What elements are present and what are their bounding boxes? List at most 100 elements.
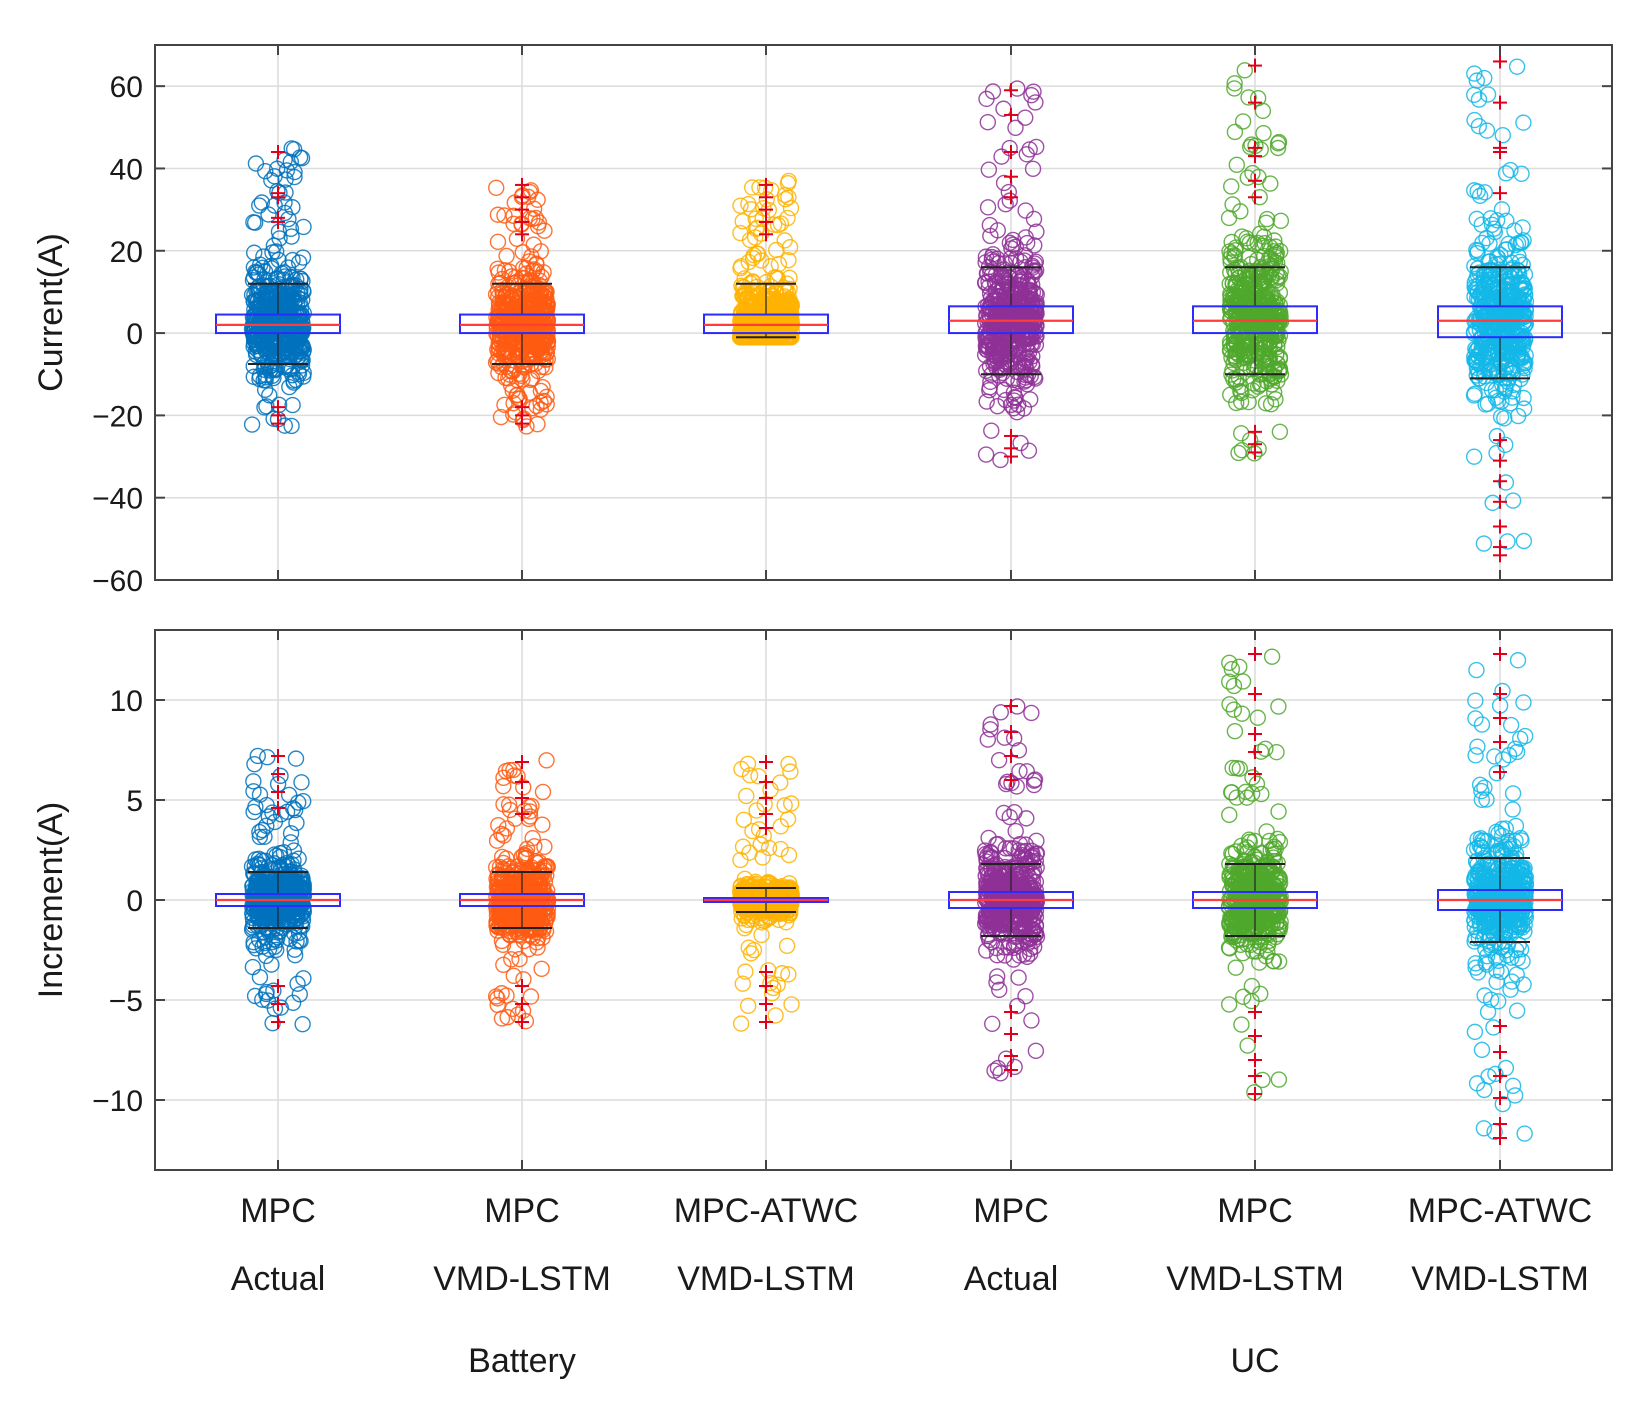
data-point	[489, 206, 507, 223]
data-point	[504, 382, 521, 399]
data-point	[250, 292, 267, 309]
data-point	[536, 285, 553, 302]
data-point	[489, 233, 507, 251]
data-point	[260, 206, 277, 223]
outlier-marker	[271, 416, 285, 431]
data-point	[539, 322, 557, 339]
data-point	[499, 297, 516, 314]
data-point	[524, 338, 542, 356]
data-point	[275, 264, 292, 281]
y-tick-label: 40	[110, 153, 143, 186]
data-point	[508, 230, 526, 247]
data-point	[264, 312, 282, 330]
data-point	[532, 304, 550, 321]
outlier-marker	[515, 177, 529, 192]
data-point	[295, 218, 312, 236]
data-point	[285, 141, 303, 158]
data-point	[535, 392, 553, 410]
data-point	[515, 410, 532, 427]
data-point	[280, 288, 297, 306]
data-point	[243, 286, 261, 304]
data-point	[294, 249, 312, 266]
data-point	[280, 361, 297, 378]
data-point	[488, 179, 505, 196]
data-point	[489, 312, 507, 330]
data-point	[497, 286, 515, 303]
y-axis-label: Current(A)	[32, 233, 70, 392]
data-point	[245, 244, 263, 261]
data-point	[277, 171, 294, 188]
data-point	[248, 327, 265, 344]
data-point	[267, 328, 284, 346]
data-point	[282, 153, 300, 171]
data-point	[508, 387, 525, 404]
data-point	[271, 230, 288, 247]
data-point	[533, 281, 550, 298]
data-point	[288, 328, 305, 345]
data-point	[524, 210, 541, 228]
data-point	[263, 260, 280, 277]
y-tick-label: −40	[92, 483, 143, 516]
data-point	[265, 345, 282, 363]
data-point	[523, 331, 541, 348]
data-point	[524, 286, 542, 303]
data-point	[283, 417, 300, 435]
data-point	[278, 162, 296, 179]
outlier-marker	[515, 190, 529, 205]
data-point	[501, 366, 518, 383]
data-point	[291, 286, 309, 303]
data-point	[498, 247, 515, 265]
data-point	[508, 273, 525, 291]
data-point	[487, 354, 505, 371]
series-1	[215, 140, 341, 435]
data-point	[247, 155, 265, 172]
outlier-marker	[271, 214, 285, 229]
data-point	[519, 346, 536, 364]
data-point	[268, 160, 286, 177]
data-point	[295, 368, 312, 385]
data-point	[257, 371, 274, 389]
data-point	[282, 220, 300, 238]
outlier-marker	[515, 416, 529, 431]
series-2	[459, 177, 585, 435]
y-tick-label: −60	[92, 565, 143, 598]
data-point	[498, 358, 515, 375]
y-tick-label: −20	[92, 400, 143, 433]
data-point	[538, 388, 555, 406]
data-point	[520, 301, 538, 319]
data-point	[534, 379, 551, 396]
data-point	[532, 394, 549, 412]
data-point	[265, 369, 282, 387]
outlier-marker	[271, 190, 285, 205]
y-tick-label: 20	[110, 236, 143, 269]
data-point	[243, 416, 261, 433]
data-point	[538, 396, 555, 413]
data-point	[261, 387, 278, 404]
data-point	[245, 214, 262, 231]
data-point	[514, 244, 531, 261]
data-point	[523, 370, 541, 387]
outlier-marker	[271, 145, 285, 159]
data-point	[489, 288, 507, 306]
data-point	[294, 344, 312, 361]
data-point	[245, 335, 263, 352]
data-point	[538, 293, 555, 310]
data-point	[492, 408, 510, 426]
data-point	[293, 352, 310, 370]
data-point	[268, 243, 285, 260]
data-point	[284, 396, 301, 414]
data-point	[530, 276, 547, 294]
data-point	[284, 269, 301, 286]
data-point	[529, 191, 546, 208]
data-point	[528, 326, 546, 343]
data-point	[293, 312, 311, 330]
y-tick-label: 60	[110, 71, 143, 104]
data-point	[498, 342, 516, 359]
data-point	[496, 207, 513, 224]
data-point	[283, 228, 300, 245]
outlier-marker	[515, 227, 529, 242]
data-point	[283, 286, 300, 304]
